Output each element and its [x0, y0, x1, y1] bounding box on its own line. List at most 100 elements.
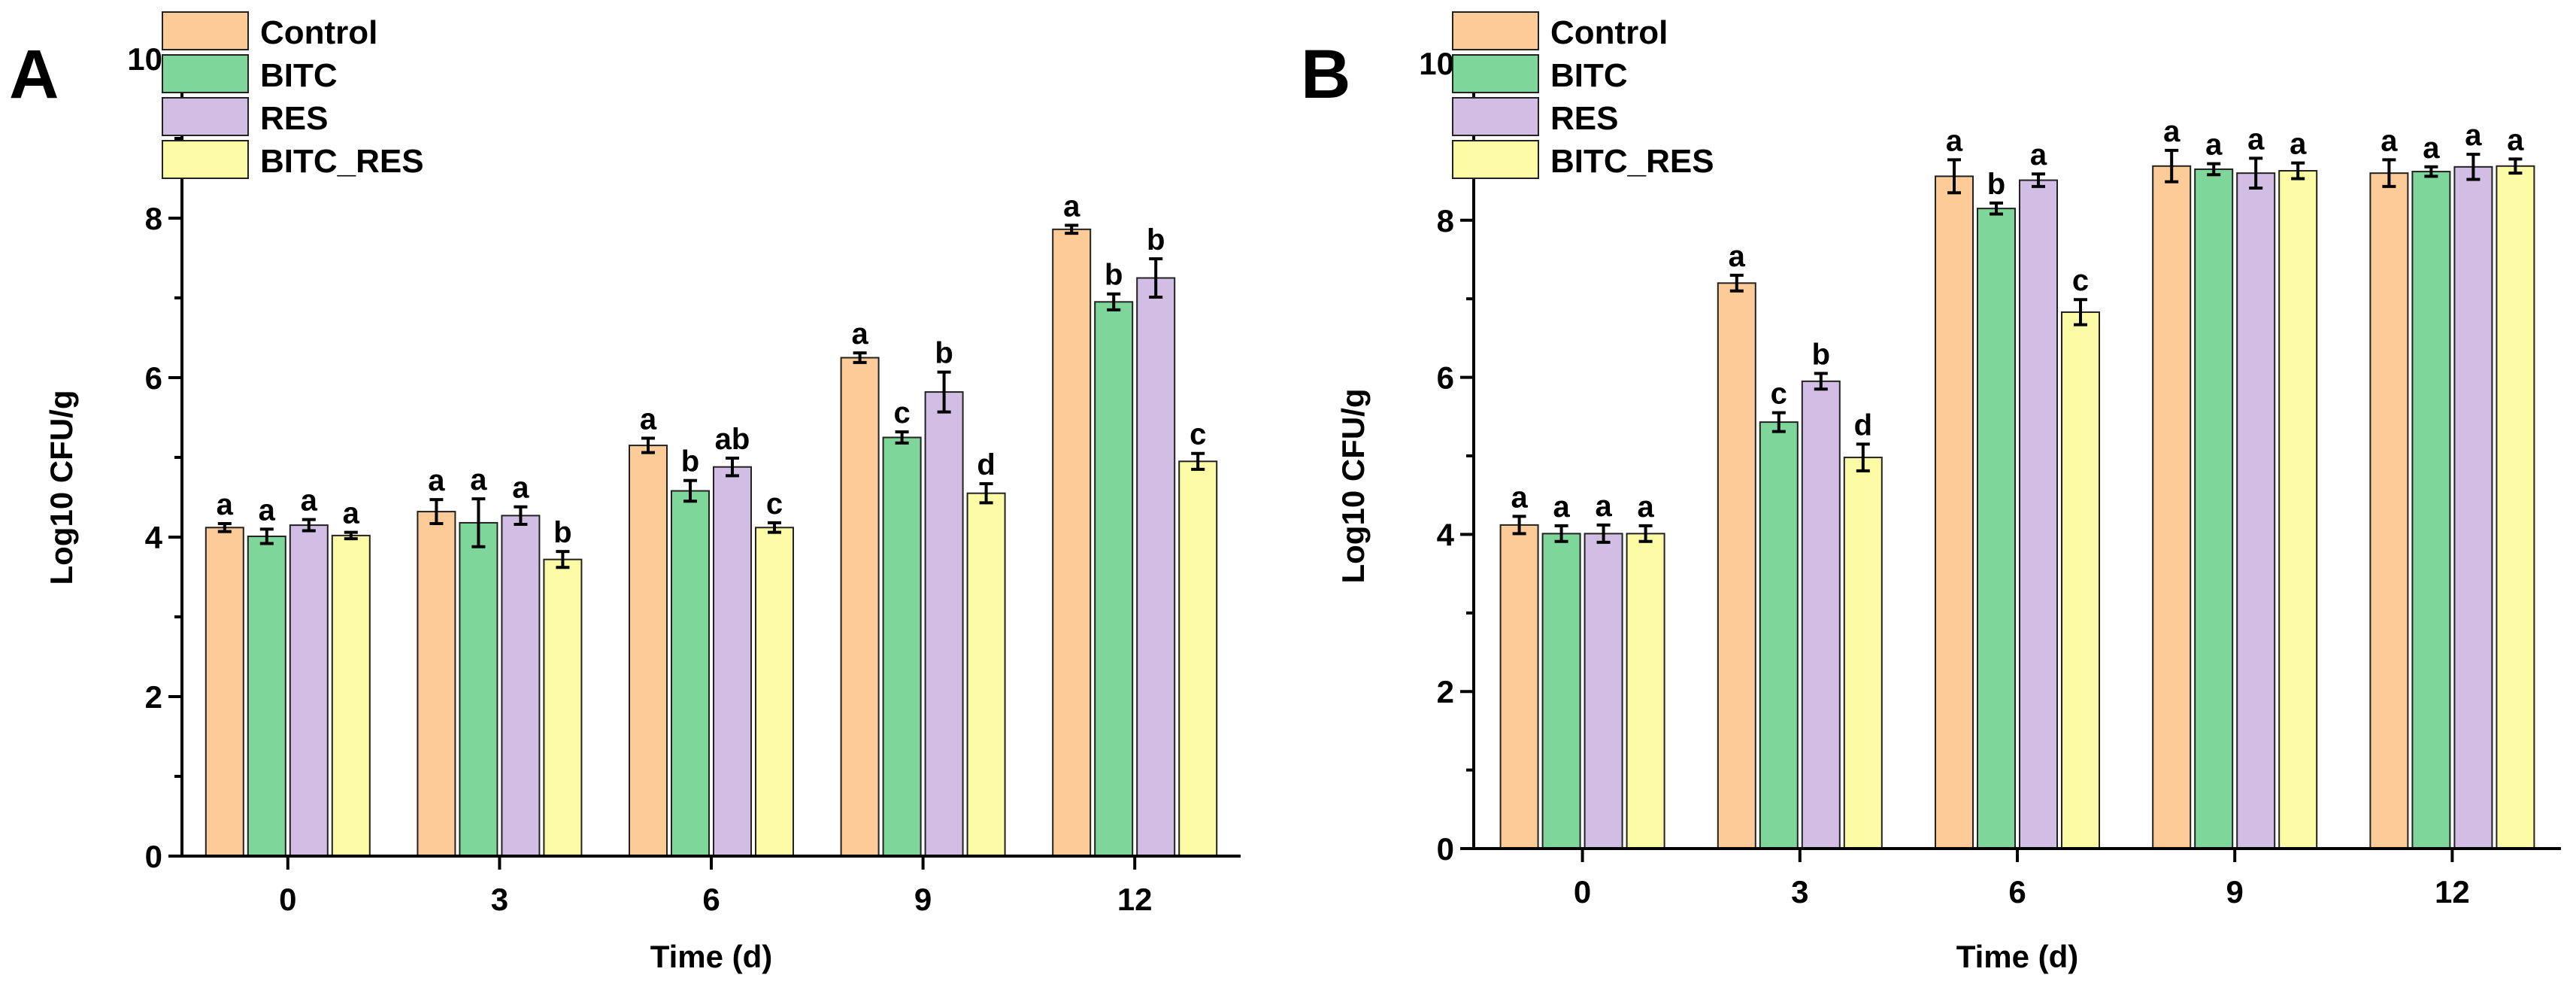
x-tick-label: 12: [2435, 874, 2470, 909]
significance-label: a: [1946, 124, 1963, 157]
significance-label: a: [640, 403, 657, 436]
error-bar-bitc-6: [1990, 201, 2003, 216]
x-tick-label: 6: [2008, 874, 2026, 909]
y-tick-label: 6: [145, 360, 162, 396]
x-tick-label: 12: [1117, 882, 1153, 917]
error-bar-bitc-3: [471, 497, 486, 548]
significance-label: b: [1105, 259, 1123, 292]
error-bar-res-3: [514, 505, 528, 527]
error-bar-res-0: [1596, 523, 1611, 544]
error-bar-control-9: [853, 351, 867, 364]
bar-control-3: [417, 511, 456, 858]
bar-bitc-3: [459, 521, 499, 857]
error-bar-bitc-res-0: [1638, 524, 1653, 543]
significance-label: a: [470, 463, 487, 496]
bar-res-9: [2236, 172, 2276, 850]
legend-label-bitc: BITC: [1550, 57, 1628, 94]
significance-label: a: [2423, 132, 2440, 165]
bar-bitc-12: [1094, 301, 1134, 857]
error-bar-control-0: [1512, 515, 1526, 536]
y-axis-title: Log10 CFU/g: [1335, 389, 1371, 584]
error-bar-bitc-res-0: [344, 530, 358, 541]
significance-label: a: [2465, 119, 2482, 152]
error-bar-control-6: [1947, 158, 1961, 195]
significance-label: a: [428, 464, 445, 497]
significance-label: a: [2163, 115, 2181, 148]
error-bar-res-3: [1814, 372, 1828, 391]
error-bar-bitc-res-6: [768, 521, 781, 534]
error-bar-res-12: [2466, 153, 2481, 181]
legend-swatch-res: [162, 97, 249, 136]
significance-label: a: [1729, 240, 1746, 273]
error-bar-control-12: [2382, 158, 2396, 188]
error-bar-bitc-0: [1554, 524, 1568, 543]
error-bar-control-3: [429, 498, 444, 525]
significance-label: a: [301, 484, 318, 518]
significance-label: a: [851, 317, 868, 351]
significance-label: a: [2030, 138, 2047, 172]
error-bar-bitc-3: [1771, 411, 1786, 433]
significance-label: b: [1812, 338, 1830, 371]
error-bar-bitc-12: [1107, 292, 1121, 311]
error-bar-bitc-6: [683, 478, 697, 503]
y-tick-label: 2: [1437, 674, 1454, 709]
significance-label: a: [2247, 123, 2265, 156]
bar-control-12: [2369, 172, 2409, 850]
x-tick-label: 3: [491, 882, 508, 917]
x-tick-label: 9: [914, 882, 932, 917]
bar-bitc-res-12: [2496, 165, 2535, 850]
significance-label: a: [1063, 190, 1080, 223]
error-bar-bitc-res-9: [979, 481, 993, 505]
bar-bitc-6: [1977, 208, 2016, 849]
error-bar-bitc-9: [2207, 162, 2221, 177]
significance-label: d: [1854, 408, 1872, 442]
x-axis-title: Time (d): [1956, 939, 2079, 974]
significance-label: a: [1595, 490, 1612, 523]
significance-label: c: [766, 487, 783, 521]
bar-res-9: [924, 391, 964, 857]
legend: Control BITC RES BITC_RES: [162, 11, 424, 180]
bar-bitc-9: [2194, 168, 2234, 849]
significance-label: c: [1771, 378, 1787, 411]
bar-control-9: [2152, 165, 2192, 850]
bar-control-9: [840, 357, 880, 857]
y-tick-label: 2: [145, 679, 162, 715]
significance-label: c: [2072, 264, 2089, 297]
y-tick-label: 8: [1437, 203, 1454, 238]
legend-swatch-control: [162, 11, 249, 50]
panel-letter: A: [9, 36, 59, 113]
legend-swatch-bitc: [162, 54, 249, 93]
significance-label: d: [977, 448, 995, 481]
error-bar-bitc-0: [259, 527, 274, 545]
y-tick-label: 10: [1419, 46, 1454, 81]
significance-label: ab: [715, 423, 750, 456]
y-axis-title: Log10 CFU/g: [44, 390, 79, 585]
y-tick-label: 4: [145, 520, 163, 555]
bar-bitc-res-9: [2278, 170, 2318, 849]
significance-label: b: [681, 445, 699, 478]
significance-label: b: [553, 516, 571, 549]
legend-swatch-bitc-res: [1452, 140, 1539, 179]
legend-label-res: RES: [260, 100, 328, 137]
y-tick-label: 0: [145, 839, 162, 874]
legend-label-control: Control: [260, 14, 377, 51]
bar-res-6: [2019, 179, 2058, 849]
significance-label: b: [935, 337, 953, 370]
significance-label: a: [1637, 490, 1654, 524]
legend: Control BITC RES BITC_RES: [1452, 11, 1714, 180]
bar-bitc-res-3: [543, 558, 583, 857]
bar-bitc-res-6: [2061, 311, 2100, 849]
significance-label: a: [217, 488, 234, 521]
error-bar-bitc-res-6: [2074, 298, 2087, 326]
error-bar-bitc-res-12: [2508, 157, 2523, 175]
bar-control-12: [1052, 228, 1092, 857]
bar-bitc-6: [671, 490, 710, 858]
x-tick-label: 9: [2226, 874, 2244, 909]
x-tick-label: 0: [1574, 874, 1591, 909]
y-tick-label: 4: [1437, 517, 1455, 552]
bar-res-6: [713, 466, 752, 857]
error-bar-bitc-res-9: [2291, 161, 2305, 181]
significance-label: a: [259, 493, 276, 527]
